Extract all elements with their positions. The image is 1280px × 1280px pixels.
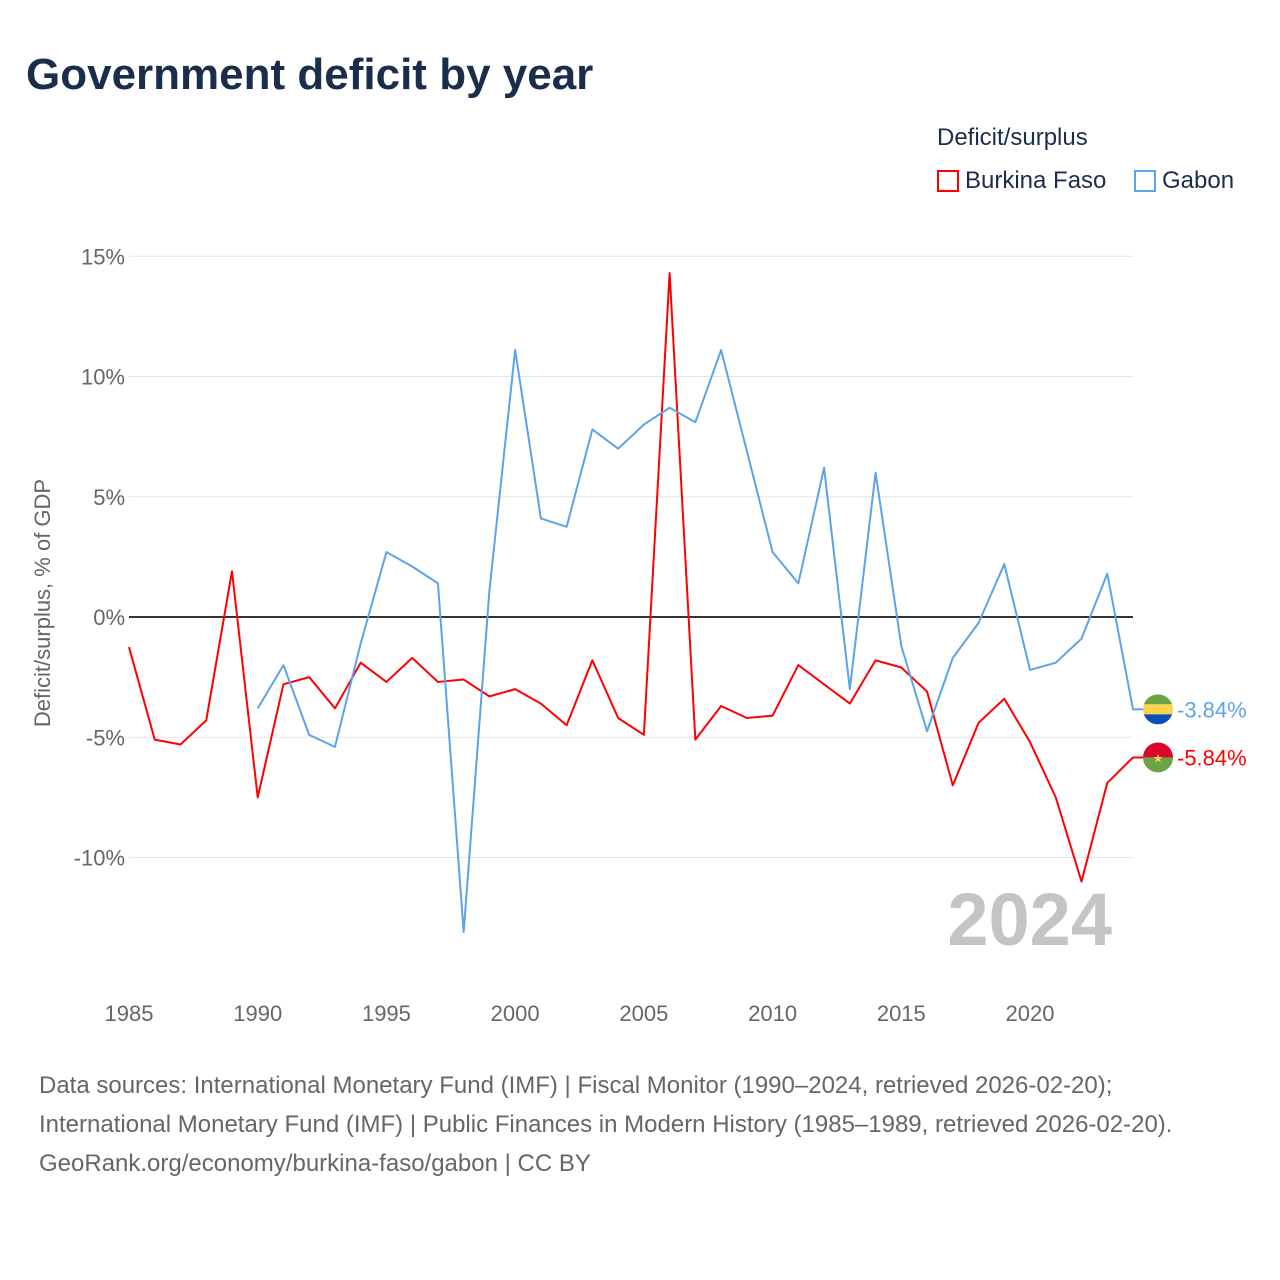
legend-label: Burkina Faso — [965, 167, 1107, 194]
credit-link[interactable]: GeoRank.org/economy/burkina-faso/gabon |… — [39, 1150, 591, 1177]
y-tick-label: 15% — [81, 244, 125, 269]
flag-icon-gabon — [1143, 694, 1173, 725]
x-tick-label: 2010 — [748, 1001, 797, 1026]
x-tick-label: 1990 — [233, 1001, 282, 1026]
flag-body: ★ — [1143, 742, 1173, 773]
series-line-gabon — [256, 349, 1145, 934]
end-value-label: -3.84% — [1177, 697, 1247, 722]
flag-stripe — [1143, 757, 1173, 773]
flag-stripe — [1143, 742, 1173, 758]
legend-label: Gabon — [1162, 167, 1235, 194]
y-axis-label: Deficit/surplus, % of GDP — [30, 479, 55, 727]
x-tick-label: 2005 — [619, 1001, 668, 1026]
y-tick-label: -5% — [86, 725, 125, 750]
flag-icon-burkina-faso: ★ — [1143, 742, 1173, 773]
legend-title: Deficit/surplus — [937, 124, 1088, 151]
chart-area: 2024 15% 10% 5% 0% -5% -10% 1985 1990 1995 2000 20… — [30, 244, 1247, 1026]
legend-item-burkina-faso[interactable]: Burkina Faso — [937, 167, 1106, 195]
flag-stripe — [1143, 714, 1173, 725]
year-watermark: 2024 — [947, 878, 1112, 961]
x-tick-label: 2015 — [877, 1001, 926, 1026]
flag-body — [1143, 694, 1173, 725]
end-value-label: -5.84% — [1177, 745, 1247, 770]
y-tick-label: 0% — [93, 605, 125, 630]
series-line-burkina-faso — [128, 272, 1145, 883]
y-tick-label: -10% — [74, 846, 125, 871]
legend-swatch — [1134, 170, 1156, 192]
chart-title: Government deficit by year — [26, 50, 594, 99]
x-tick-label: 2020 — [1006, 1001, 1055, 1026]
y-tick-label: 5% — [93, 485, 125, 510]
flag-stripe — [1143, 704, 1173, 715]
x-tick-label: 1985 — [105, 1001, 154, 1026]
legend-swatch — [937, 170, 959, 192]
x-tick-label: 2000 — [491, 1001, 540, 1026]
data-sources: Data sources: International Monetary Fun… — [39, 1072, 1173, 1138]
legend-item-gabon[interactable]: Gabon — [1134, 167, 1234, 195]
footer: Data sources: International Monetary Fun… — [39, 1066, 1239, 1183]
flag-stripe — [1143, 694, 1173, 705]
x-tick-label: 1995 — [362, 1001, 411, 1026]
y-tick-label: 10% — [81, 365, 125, 390]
flag-star: ★ — [1153, 751, 1164, 765]
